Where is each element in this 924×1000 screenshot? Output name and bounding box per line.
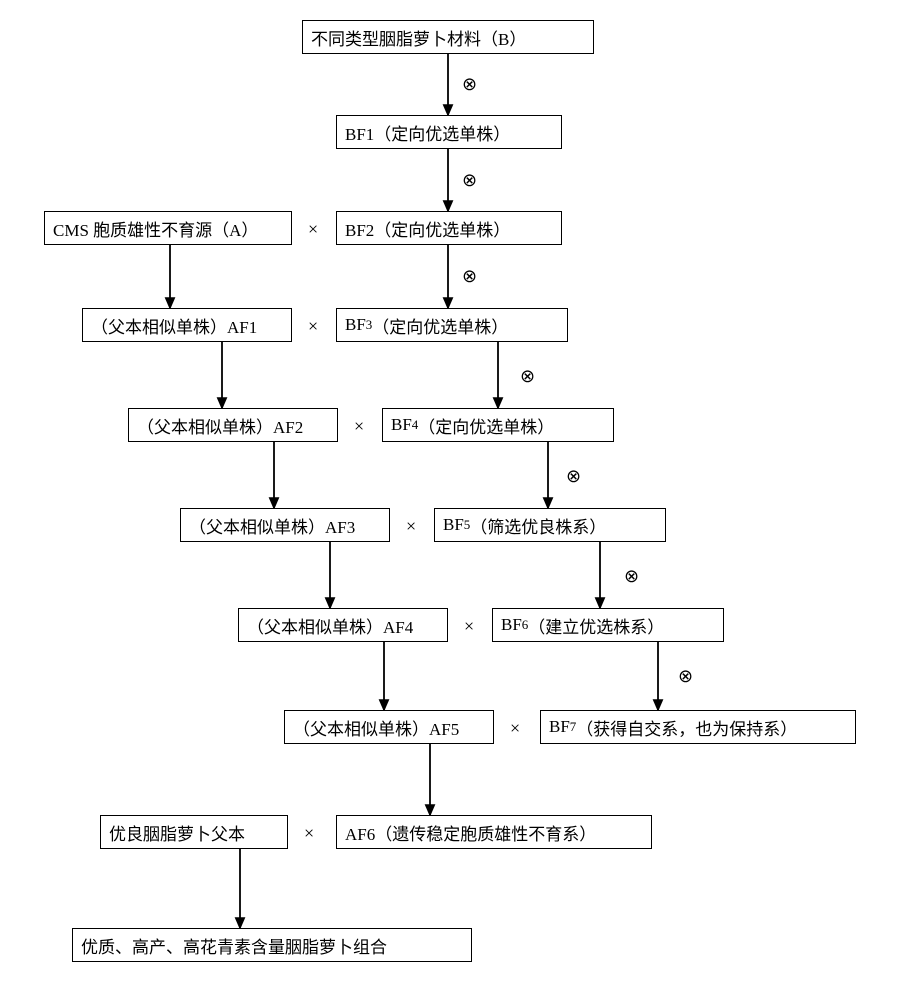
symbol-x3: × [354, 416, 364, 437]
symbol-x5: × [464, 616, 474, 637]
node-af6: AF6（遗传稳定胞质雄性不育系） [336, 815, 652, 849]
node-bf6: BF6（建立优选株系） [492, 608, 724, 642]
symbol-self1: ⊗ [462, 74, 477, 95]
symbol-self6: ⊗ [624, 566, 639, 587]
node-bf3: BF3（定向优选单株） [336, 308, 568, 342]
node-b: 不同类型胭脂萝卜材料（B） [302, 20, 594, 54]
node-result: 优质、高产、高花青素含量胭脂萝卜组合 [72, 928, 472, 962]
node-prefix: BF [443, 515, 464, 535]
node-prefix: BF [345, 315, 366, 335]
node-prefix: BF [549, 717, 570, 737]
node-suffix: （定向优选单株） [418, 413, 554, 438]
symbol-self7: ⊗ [678, 666, 693, 687]
node-af5: （父本相似单株）AF5 [284, 710, 494, 744]
node-bf1: BF1（定向优选单株） [336, 115, 562, 149]
node-cmsA: CMS 胞质雄性不育源（A） [44, 211, 292, 245]
symbol-self2: ⊗ [462, 170, 477, 191]
node-suffix: （获得自交系，也为保持系） [576, 715, 797, 740]
node-af3: （父本相似单株）AF3 [180, 508, 390, 542]
node-af4: （父本相似单株）AF4 [238, 608, 448, 642]
node-bf5: BF5（筛选优良株系） [434, 508, 666, 542]
node-af2: （父本相似单株）AF2 [128, 408, 338, 442]
symbol-x4: × [406, 516, 416, 537]
node-bf7: BF7（获得自交系，也为保持系） [540, 710, 856, 744]
node-suffix: （定向优选单株） [372, 313, 508, 338]
symbol-x2: × [308, 316, 318, 337]
node-suffix: （建立优选株系） [528, 613, 664, 638]
node-bf2: BF2（定向优选单株） [336, 211, 562, 245]
node-bf4: BF4（定向优选单株） [382, 408, 614, 442]
symbol-self3: ⊗ [462, 266, 477, 287]
symbol-self5: ⊗ [566, 466, 581, 487]
symbol-x7: × [304, 823, 314, 844]
node-father: 优良胭脂萝卜父本 [100, 815, 288, 849]
node-prefix: BF [391, 415, 412, 435]
symbol-self4: ⊗ [520, 366, 535, 387]
symbol-x1: × [308, 219, 318, 240]
node-suffix: （筛选优良株系） [470, 513, 606, 538]
node-prefix: BF [501, 615, 522, 635]
node-af1: （父本相似单株）AF1 [82, 308, 292, 342]
symbol-x6: × [510, 718, 520, 739]
arrow-layer [0, 0, 924, 1000]
